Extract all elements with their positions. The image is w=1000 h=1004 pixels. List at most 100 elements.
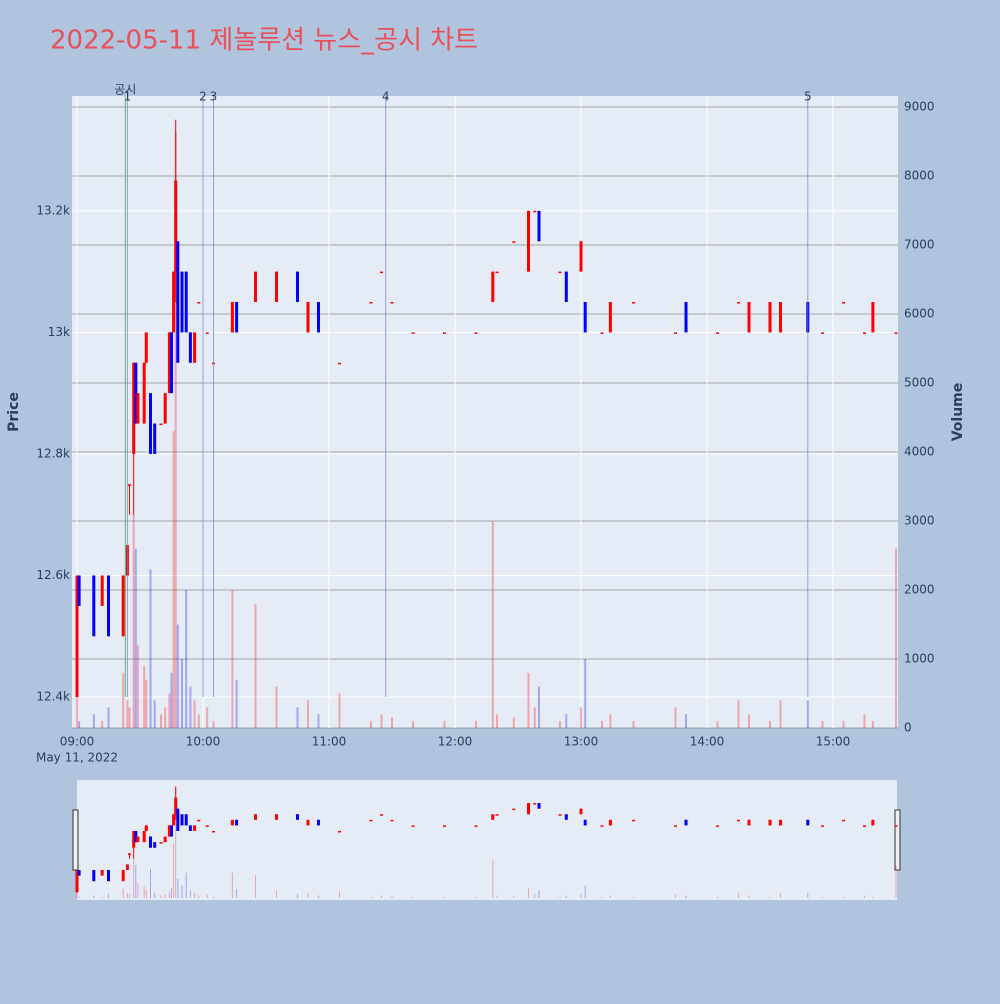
candle-body — [512, 241, 516, 243]
slider-candle-body — [125, 864, 129, 871]
candle-body — [306, 302, 310, 333]
slider-candle-body — [806, 819, 810, 826]
candle-body — [188, 332, 192, 363]
slider-volume-bar — [93, 895, 95, 898]
volume-bar — [296, 707, 299, 728]
slider-candle-body — [684, 819, 688, 826]
volume-bar — [538, 686, 540, 728]
candle-body — [167, 332, 171, 394]
candle-body — [144, 332, 148, 363]
slider-candle-body — [737, 819, 740, 822]
candle-body — [632, 302, 635, 304]
candle-body — [583, 302, 587, 333]
candle-body — [338, 362, 341, 365]
slider-volume-bar — [496, 895, 498, 898]
candle-body — [235, 302, 239, 333]
slider-candle-body — [747, 819, 751, 826]
volume-bar — [128, 707, 131, 728]
slider-volume-bar — [164, 894, 166, 898]
y2-tick-label: 5000 — [904, 376, 935, 390]
slider-volume-bar — [276, 890, 277, 898]
candle-body — [533, 210, 537, 213]
slider-candle-body — [149, 836, 152, 848]
volume-bar — [160, 714, 162, 728]
candle-body — [716, 332, 719, 334]
candle-body — [863, 332, 866, 334]
slider-volume-bar — [580, 894, 582, 898]
volume-bar — [185, 590, 188, 728]
y2-tick-label: 2000 — [904, 583, 935, 597]
candle-body — [159, 423, 163, 426]
slider-volume-bar — [185, 872, 187, 898]
slider-volume-bar — [717, 896, 718, 898]
volume-bar — [769, 721, 771, 728]
volume-bar — [317, 714, 320, 728]
candle-body — [176, 241, 180, 363]
range-slider[interactable] — [77, 780, 897, 900]
x-date-label: May 11, 2022 — [36, 751, 118, 765]
slider-volume-bar — [206, 894, 208, 898]
slider-volume-bar — [122, 887, 124, 898]
slider-volume-bar — [255, 875, 256, 898]
range-handle[interactable] — [72, 809, 79, 871]
candle-body — [134, 362, 138, 424]
slider-candle-body — [188, 825, 192, 831]
x-tick-label: 15:00 — [816, 735, 851, 749]
volume-bar — [895, 548, 897, 728]
slider-volume-bar — [475, 896, 477, 898]
slider-volume-bar — [528, 887, 529, 898]
slider-volume-bar — [143, 886, 145, 898]
candle-body — [153, 423, 157, 454]
candle-body — [821, 332, 824, 334]
volume-bar — [174, 131, 177, 729]
candle-body — [128, 484, 131, 486]
volume-bar — [107, 707, 110, 728]
slider-volume-bar — [126, 892, 128, 898]
volume-bar — [168, 693, 171, 728]
volume-bar — [584, 659, 587, 728]
volume-bar — [871, 721, 874, 728]
volume-bar — [748, 714, 750, 728]
candle-body — [170, 332, 173, 394]
slider-candle-body — [537, 803, 541, 809]
y-tick-label: 12.4k — [36, 690, 70, 704]
candle-body — [747, 302, 751, 333]
range-handle[interactable] — [894, 809, 901, 871]
candle-body — [100, 575, 104, 606]
volume-bar — [170, 672, 173, 728]
slider-candle-body — [197, 819, 201, 822]
volume-bar — [122, 672, 125, 728]
y-tick-label: 13.2k — [36, 203, 70, 217]
volume-bar — [380, 714, 383, 728]
slider-volume-bar — [444, 896, 445, 898]
slider-volume-bar — [175, 788, 177, 898]
slider-volume-bar — [513, 896, 515, 898]
volume-bar — [601, 721, 603, 728]
candle-body — [205, 332, 209, 334]
volume-bar — [176, 624, 179, 728]
candle-body — [380, 271, 383, 274]
slider-candle-body — [338, 830, 341, 833]
slider-candle-body — [894, 825, 898, 827]
slider-volume-bar — [173, 843, 175, 898]
volume-bar — [821, 721, 824, 728]
slider-volume-bar — [822, 896, 823, 898]
candle-body — [163, 393, 167, 424]
annotation-label: 5 — [804, 90, 812, 104]
slider-candle-body — [600, 825, 604, 827]
volume-bar — [580, 707, 582, 728]
slider-candle-body — [153, 842, 157, 848]
slider-volume-bar — [895, 865, 897, 898]
slider-volume-bar — [78, 896, 80, 898]
candle-body — [779, 302, 782, 333]
candle-body — [737, 302, 740, 304]
candle-body — [317, 302, 320, 333]
volume-bar — [235, 679, 238, 728]
slider-candle-body — [174, 797, 178, 815]
candle-body — [75, 575, 79, 698]
volume-bar — [164, 707, 167, 728]
candle-body — [180, 271, 184, 333]
volume-bar — [92, 714, 95, 728]
annotation-label: 4 — [382, 90, 390, 104]
candle-body — [390, 302, 394, 304]
